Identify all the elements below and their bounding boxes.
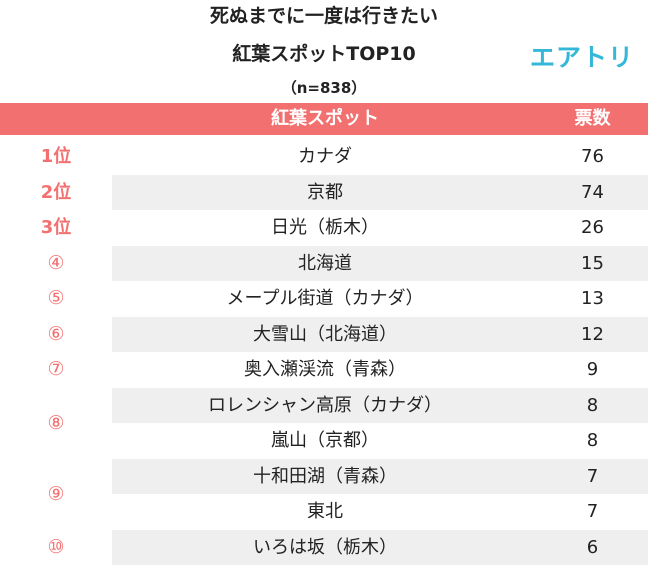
sample-size: （n=838） xyxy=(281,79,367,97)
table-row: いろは坂（栃木） 6 xyxy=(0,529,648,566)
rank-label: 2位 xyxy=(40,181,72,203)
row-background xyxy=(112,387,648,423)
rank-label: ⑨ xyxy=(47,482,65,505)
vote-count: 76 xyxy=(581,146,604,167)
rank-label: 3位 xyxy=(40,217,72,238)
spot-name: 奥入瀬渓流（青森） xyxy=(244,359,406,380)
vote-count: 12 xyxy=(581,323,604,345)
spot-name: 日光（栃木） xyxy=(271,217,379,238)
vote-count: 15 xyxy=(581,252,604,274)
rank-label: 1位 xyxy=(40,146,72,167)
table-row: 奥入瀬渓流（青森） 9 xyxy=(0,352,648,388)
vote-count: 7 xyxy=(586,501,599,522)
brand-logo: エアトリ xyxy=(530,43,635,72)
rank-label: ⑧ xyxy=(47,411,65,434)
row-background xyxy=(112,458,648,494)
table-row: ロレンシャン高原（カナダ） 8 xyxy=(0,387,648,424)
table-header: 紅葉スポット 票数 xyxy=(0,103,648,135)
table-row: 十和田湖（青森） 7 xyxy=(0,458,648,495)
spot-name: 大雪山（北海道） xyxy=(253,323,397,345)
chart-title-line2: 紅葉スポットTOP10 xyxy=(232,43,416,65)
header-spot: 紅葉スポット xyxy=(271,108,379,129)
rank-label: ⑤ xyxy=(47,287,65,309)
row-background xyxy=(112,529,648,565)
spot-name: メープル街道（カナダ） xyxy=(226,288,424,309)
table-row: 東北 7 xyxy=(0,494,648,530)
table-row: 京都 74 xyxy=(0,174,648,211)
table-row: 大雪山（北海道） 12 xyxy=(0,316,648,353)
header-votes: 票数 xyxy=(574,108,611,129)
vote-count: 26 xyxy=(581,217,604,238)
table-row: カナダ 76 xyxy=(0,139,648,175)
rank-label: ④ xyxy=(47,251,65,274)
vote-count: 9 xyxy=(586,359,599,380)
vote-count: 74 xyxy=(581,181,604,203)
spot-name: 十和田湖（青森） xyxy=(253,465,397,487)
vote-count: 8 xyxy=(586,430,599,451)
rank-label: ⑩ xyxy=(47,535,65,558)
table-row: 日光（栃木） 26 xyxy=(0,210,648,246)
vote-count: 8 xyxy=(586,394,599,416)
spot-name: ロレンシャン高原（カナダ） xyxy=(208,394,442,416)
table-row: 北海道 15 xyxy=(0,245,648,282)
spot-name: カナダ xyxy=(298,146,352,167)
vote-count: 7 xyxy=(586,465,599,487)
row-background xyxy=(112,316,648,352)
vote-count: 6 xyxy=(586,536,599,558)
chart-title-line1: 死ぬまでに一度は行きたい xyxy=(209,5,438,27)
spot-name: 東北 xyxy=(307,501,343,522)
spot-name: 京都 xyxy=(307,181,343,203)
rank-label: ⑥ xyxy=(47,322,65,345)
spot-name: 北海道 xyxy=(298,252,352,274)
row-background xyxy=(112,174,648,210)
vote-count: 13 xyxy=(581,288,604,309)
spot-name: いろは坂（栃木） xyxy=(253,536,397,558)
rank-label: ⑦ xyxy=(47,358,65,380)
row-background xyxy=(112,245,648,281)
table-row: メープル街道（カナダ） 13 xyxy=(0,281,648,317)
spot-name: 嵐山（京都） xyxy=(271,430,379,451)
table-row: 嵐山（京都） 8 xyxy=(0,423,648,459)
